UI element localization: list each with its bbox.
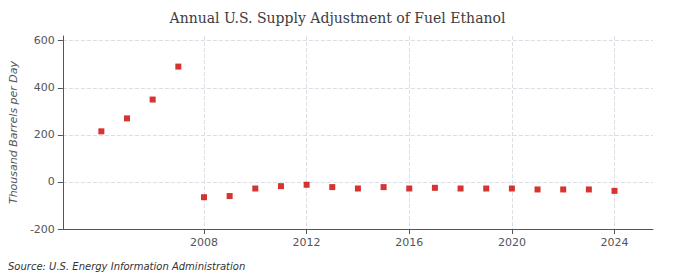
svg-text:400: 400 bbox=[34, 81, 55, 94]
svg-text:2024: 2024 bbox=[601, 236, 629, 249]
svg-text:-200: -200 bbox=[30, 223, 55, 236]
svg-text:2008: 2008 bbox=[190, 236, 218, 249]
svg-text:2020: 2020 bbox=[498, 236, 526, 249]
svg-text:Thousand Barrels per Day: Thousand Barrels per Day bbox=[7, 60, 20, 204]
svg-text:Annual U.S. Supply Adjustment: Annual U.S. Supply Adjustment of Fuel Et… bbox=[169, 10, 506, 26]
svg-text:600: 600 bbox=[34, 34, 55, 47]
svg-text:0: 0 bbox=[48, 175, 55, 188]
svg-text:2016: 2016 bbox=[395, 236, 423, 249]
svg-text:200: 200 bbox=[34, 128, 55, 141]
svg-text:2012: 2012 bbox=[293, 236, 321, 249]
svg-text:Source: U.S. Energy Informatio: Source: U.S. Energy Information Administ… bbox=[8, 261, 245, 272]
